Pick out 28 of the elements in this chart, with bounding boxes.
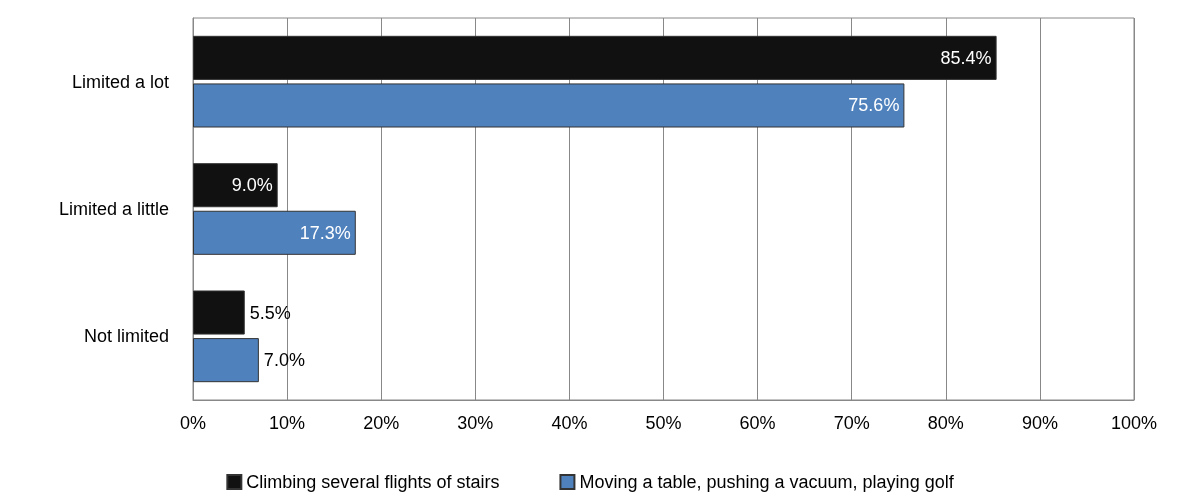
legend-label: Climbing several flights of stairs: [246, 472, 500, 492]
x-tick-label: 80%: [927, 413, 964, 433]
data-label: 5.5%: [249, 302, 291, 323]
bar: [193, 338, 259, 383]
y-tick-label: Limited a lot: [71, 71, 169, 92]
bar: [193, 163, 278, 208]
y-tick-label: Limited a little: [58, 199, 169, 219]
x-tick-label: 0%: [179, 413, 207, 433]
bar: [193, 290, 245, 335]
bar: [193, 83, 905, 128]
x-tick-label: 30%: [457, 413, 494, 433]
x-tick-label: 20%: [363, 413, 400, 433]
x-tick-label: 100%: [1110, 413, 1158, 433]
data-label: 17.3%: [299, 222, 351, 243]
x-tick-label: 70%: [833, 413, 870, 433]
data-label: 9.0%: [231, 175, 273, 196]
bar: [193, 210, 356, 255]
x-tick-label: 40%: [551, 413, 588, 433]
data-label: 85.4%: [940, 47, 992, 68]
x-tick-label: 50%: [645, 413, 682, 433]
x-tick-label: 10%: [269, 413, 306, 433]
x-tick-label: 90%: [1021, 413, 1058, 433]
y-tick-label: Not limited: [83, 326, 169, 347]
data-label: 75.6%: [848, 95, 900, 116]
x-tick-label: 60%: [739, 413, 776, 433]
legend-label: Moving a table, pushing a vacuum, playing golf: [579, 472, 955, 492]
bar: [193, 35, 997, 80]
data-label: 7.0%: [263, 350, 305, 371]
